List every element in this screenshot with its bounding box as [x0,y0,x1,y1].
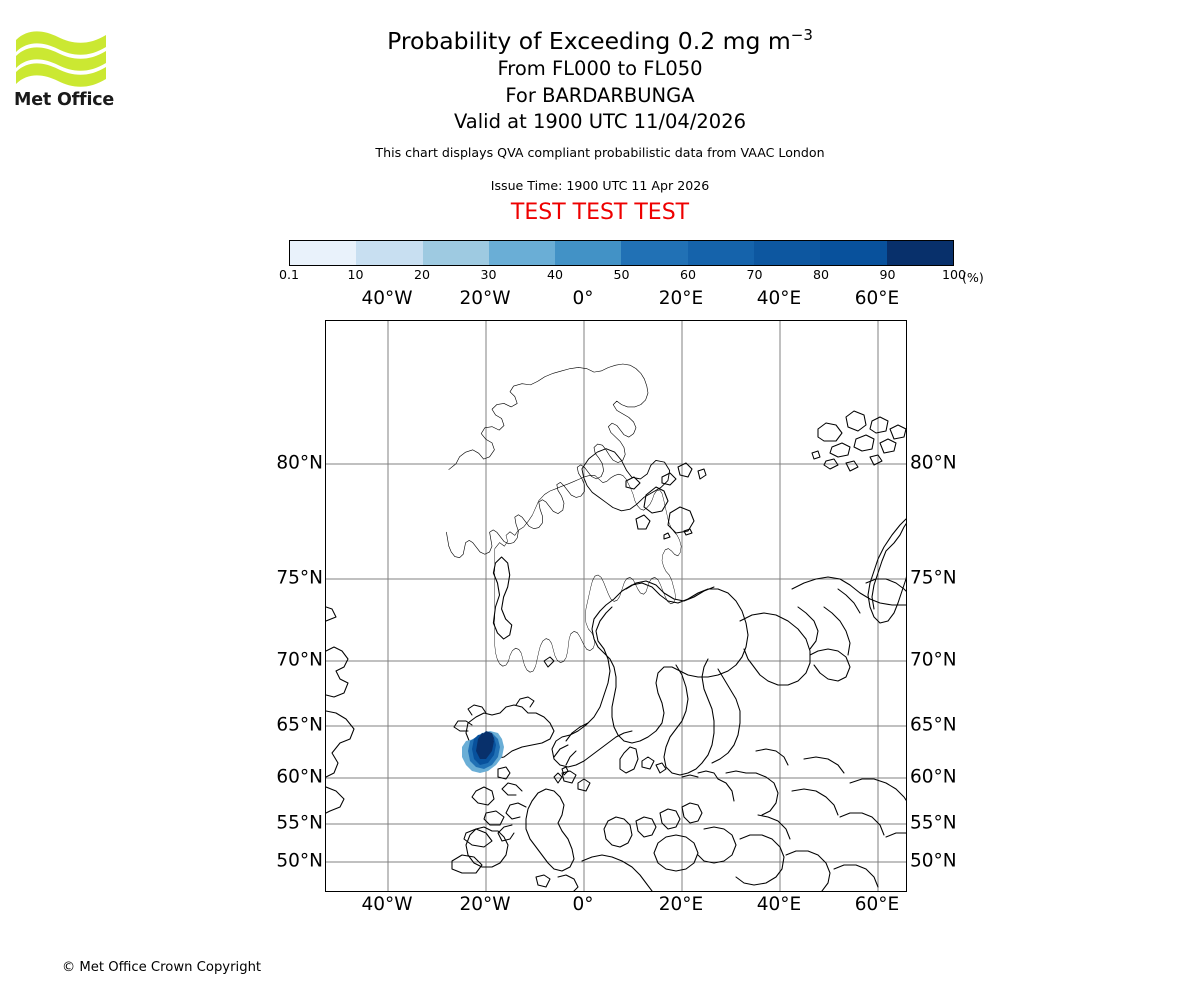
page-title: Probability of Exceeding 0.2 mg m−3 [0,26,1200,56]
issue-time: Issue Time: 1900 UTC 11 Apr 2026 [490,177,710,193]
colorbar-tick-40: 40 [546,267,564,282]
lat-label-80°N: 80°N [910,452,957,474]
lon-label-20°W: 20°W [459,894,511,915]
lat-label-60°N: 60°N [276,766,323,788]
lat-label-50°N: 50°N [910,850,957,872]
colorbar-band-9 [886,241,953,265]
lon-label-40°W: 40°W [361,894,413,915]
colorbar-band-8 [820,241,887,265]
lat-label-55°N: 55°N [910,812,957,834]
colorbar-band-3 [488,241,556,265]
lat-label-70°N: 70°N [910,649,957,671]
longitude-labels-bottom: 40°W 20°W 0° 20°E 40°E 60°E [325,894,907,920]
colorbar-band-4 [555,241,622,265]
colorbar-tick-70: 70 [746,267,763,282]
colorbar-band-2 [422,241,489,265]
lon-label-60°E: 60°E [854,288,900,309]
copyright-footer: © Met Office Crown Copyright [62,960,262,975]
colorbar-band-6 [687,241,755,265]
map-gridlines [326,321,906,891]
coastlines [326,363,906,891]
lat-label-65°N: 65°N [910,714,957,736]
map-frame [325,320,907,892]
lon-label-0°: 0° [572,894,594,915]
lon-label-60°E: 60°E [854,894,900,915]
valid-time-line: Valid at 1900 UTC 11/04/2026 [453,110,747,133]
colorbar: 0.1 10 20 30 40 50 60 70 80 90 100 [279,240,966,284]
map-plot-area [325,320,907,892]
lat-label-60°N: 60°N [910,766,957,788]
latitude-labels-right: 80°N 75°N 70°N 65°N 60°N 55°N 50°N [910,320,980,892]
colorbar-tick-50: 50 [613,267,630,282]
colorbar-tick-0.1: 0.1 [278,267,300,282]
flight-level-line: From FL000 to FL050 [497,57,703,80]
colorbar-tick-100: 100 [941,267,967,282]
page-title-superscript: −3 [790,26,813,45]
ash-probability-plume [462,731,504,773]
colorbar-tick-90: 90 [879,267,896,282]
lon-label-40°E: 40°E [756,288,802,309]
colorbar-band-7 [754,241,821,265]
lon-label-20°E: 20°E [658,894,704,915]
colorbar-unit-label: (%) [962,270,984,285]
lon-label-20°E: 20°E [658,288,704,309]
colorbar-tick-labels: 0.1 10 20 30 40 50 60 70 80 90 100 [279,266,966,284]
lon-label-0°: 0° [572,288,594,309]
colorbar-bands [289,240,954,266]
colorbar-tick-10: 10 [347,267,364,282]
compliance-note: This chart displays QVA compliant probab… [375,144,825,160]
page-title-text: Probability of Exceeding 0.2 mg m [387,27,791,55]
lon-label-40°E: 40°E [756,894,802,915]
test-banner: TEST TEST TEST [510,199,690,225]
lat-label-50°N: 50°N [276,850,323,872]
chart-title-block: Probability of Exceeding 0.2 mg m−3 From… [0,26,1200,226]
met-office-logo-text: Met Office [14,90,115,110]
lat-label-70°N: 70°N [276,649,323,671]
colorbar-tick-80: 80 [812,267,830,282]
colorbar-tick-60: 60 [679,267,697,282]
colorbar-band-5 [621,241,688,265]
met-office-logo [14,24,118,112]
colorbar-band-0 [290,241,357,265]
lat-label-55°N: 55°N [276,812,323,834]
lat-label-65°N: 65°N [276,714,323,736]
lon-label-20°W: 20°W [459,288,511,309]
volcano-line: For BARDARBUNGA [505,83,695,107]
colorbar-tick-20: 20 [413,267,431,282]
lat-label-75°N: 75°N [910,567,957,589]
colorbar-band-1 [356,241,423,265]
lon-label-40°W: 40°W [361,288,413,309]
lat-label-75°N: 75°N [276,567,323,589]
map-canvas [326,321,906,891]
colorbar-tick-30: 30 [480,267,497,282]
latitude-labels-left: 80°N 75°N 70°N 65°N 60°N 55°N 50°N [265,320,323,892]
longitude-labels-top: 40°W 20°W 0° 20°E 40°E 60°E [325,288,907,310]
lat-label-80°N: 80°N [276,452,323,474]
